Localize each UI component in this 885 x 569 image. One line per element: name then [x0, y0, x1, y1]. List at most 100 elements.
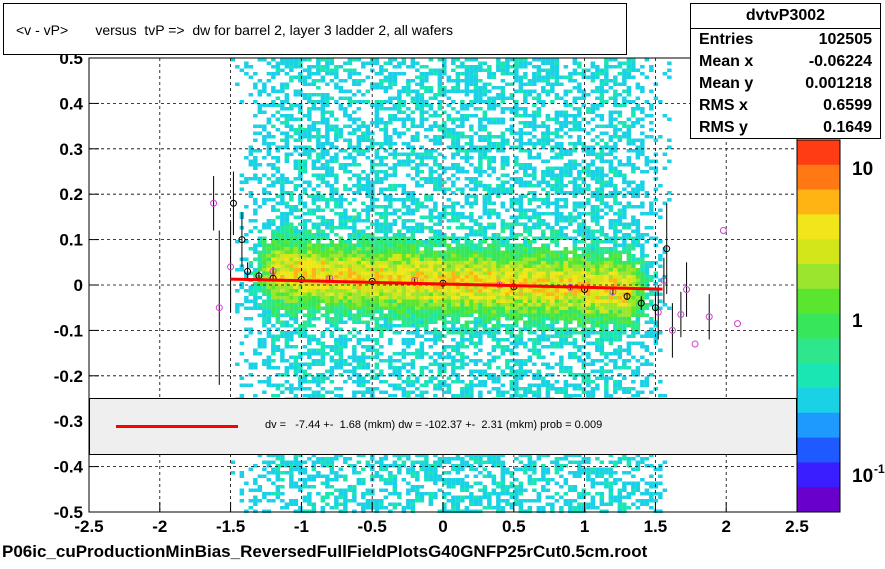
heatmap-cell [500, 348, 506, 352]
heatmap-cell [482, 208, 488, 212]
heatmap-cell [460, 149, 465, 153]
heatmap-cell [347, 89, 353, 93]
heatmap-cell [275, 103, 281, 107]
heatmap-cell [464, 198, 470, 202]
heatmap-cell [518, 362, 524, 366]
heatmap-cell [280, 236, 285, 240]
heatmap-cell [347, 292, 353, 296]
heatmap-cell [374, 107, 380, 111]
heatmap-cell [518, 306, 524, 310]
heatmap-cell [464, 82, 470, 86]
heatmap-cell [370, 145, 375, 149]
heatmap-cell [271, 65, 276, 69]
heatmap-cell [284, 299, 290, 303]
heatmap-cell [338, 257, 344, 261]
heatmap-cell [379, 502, 384, 506]
heatmap-cell [316, 289, 321, 293]
heatmap-cell [451, 464, 456, 468]
heatmap-cell [469, 394, 474, 398]
heatmap-cell [469, 250, 474, 254]
heatmap-cell [275, 229, 281, 233]
heatmap-cell [406, 376, 411, 380]
heatmap-cell [244, 156, 249, 160]
heatmap-cell [284, 82, 290, 86]
heatmap-cell [464, 257, 470, 261]
heatmap-cell [329, 285, 335, 289]
heatmap-cell [248, 152, 254, 156]
heatmap-cell [433, 236, 438, 240]
heatmap-cell [388, 299, 393, 303]
heatmap-cell [514, 219, 519, 223]
heatmap-cell [419, 222, 425, 226]
heatmap-cell [293, 93, 299, 97]
heatmap-cell [307, 387, 312, 391]
heatmap-cell [428, 250, 434, 254]
heatmap-cell [424, 285, 429, 289]
heatmap-cell [266, 121, 272, 125]
heatmap-cell [284, 271, 290, 275]
heatmap-cell [329, 222, 335, 226]
heatmap-cell [509, 205, 515, 209]
heatmap-cell [433, 495, 438, 499]
heatmap-cell [262, 320, 267, 324]
heatmap-cell [280, 103, 285, 107]
heatmap-cell [284, 229, 290, 233]
heatmap-cell [383, 212, 389, 216]
heatmap-cell [316, 58, 321, 62]
heatmap-cell [397, 373, 402, 377]
heatmap-cell [365, 387, 371, 391]
heatmap-cell [298, 303, 303, 307]
heatmap-cell [316, 457, 321, 461]
heatmap-cell [496, 366, 501, 370]
heatmap-cell [505, 187, 510, 191]
heatmap-cell [374, 212, 380, 216]
heatmap-cell [469, 201, 474, 205]
heatmap-cell [388, 394, 393, 398]
heatmap-cell [424, 65, 429, 69]
heatmap-cell [388, 250, 393, 254]
heatmap-cell [280, 306, 285, 310]
heatmap-cell [347, 124, 353, 128]
heatmap-cell [428, 285, 434, 289]
heatmap-cell [298, 75, 303, 79]
heatmap-cell [275, 166, 281, 170]
heatmap-cell [361, 121, 366, 125]
heatmap-cell [275, 159, 281, 163]
heatmap-cell [397, 366, 402, 370]
heatmap-cell [280, 145, 285, 149]
heatmap-cell [410, 247, 416, 251]
heatmap-cell [419, 299, 425, 303]
heatmap-cell [392, 222, 398, 226]
heatmap-cell [464, 331, 470, 335]
heatmap-cell [307, 145, 312, 149]
heatmap-cell [491, 75, 497, 79]
heatmap-cell [302, 320, 308, 324]
heatmap-cell [352, 173, 357, 177]
heatmap-cell [388, 285, 393, 289]
heatmap-cell [284, 142, 290, 146]
heatmap-cell [464, 156, 470, 160]
heatmap-cell [388, 481, 393, 485]
heatmap-cell [275, 338, 281, 342]
heatmap-cell [419, 229, 425, 233]
heatmap-cell [307, 180, 312, 184]
heatmap-cell [473, 149, 479, 153]
heatmap-cell [523, 488, 528, 492]
heatmap-cell [397, 352, 402, 356]
heatmap-cell [442, 348, 447, 352]
heatmap-cell [514, 100, 519, 104]
heatmap-cell [334, 275, 339, 279]
heatmap-cell [262, 380, 267, 384]
heatmap-cell [473, 341, 479, 345]
heatmap-cell [428, 226, 434, 230]
heatmap-cell [343, 254, 348, 258]
heatmap-cell [347, 289, 353, 293]
heatmap-cell [334, 289, 339, 293]
heatmap-cell [419, 495, 425, 499]
heatmap-cell [433, 275, 438, 279]
heatmap-cell [316, 271, 321, 275]
heatmap-cell [347, 278, 353, 282]
heatmap-cell [374, 257, 380, 261]
heatmap-cell [275, 194, 281, 198]
heatmap-cell [464, 254, 470, 258]
